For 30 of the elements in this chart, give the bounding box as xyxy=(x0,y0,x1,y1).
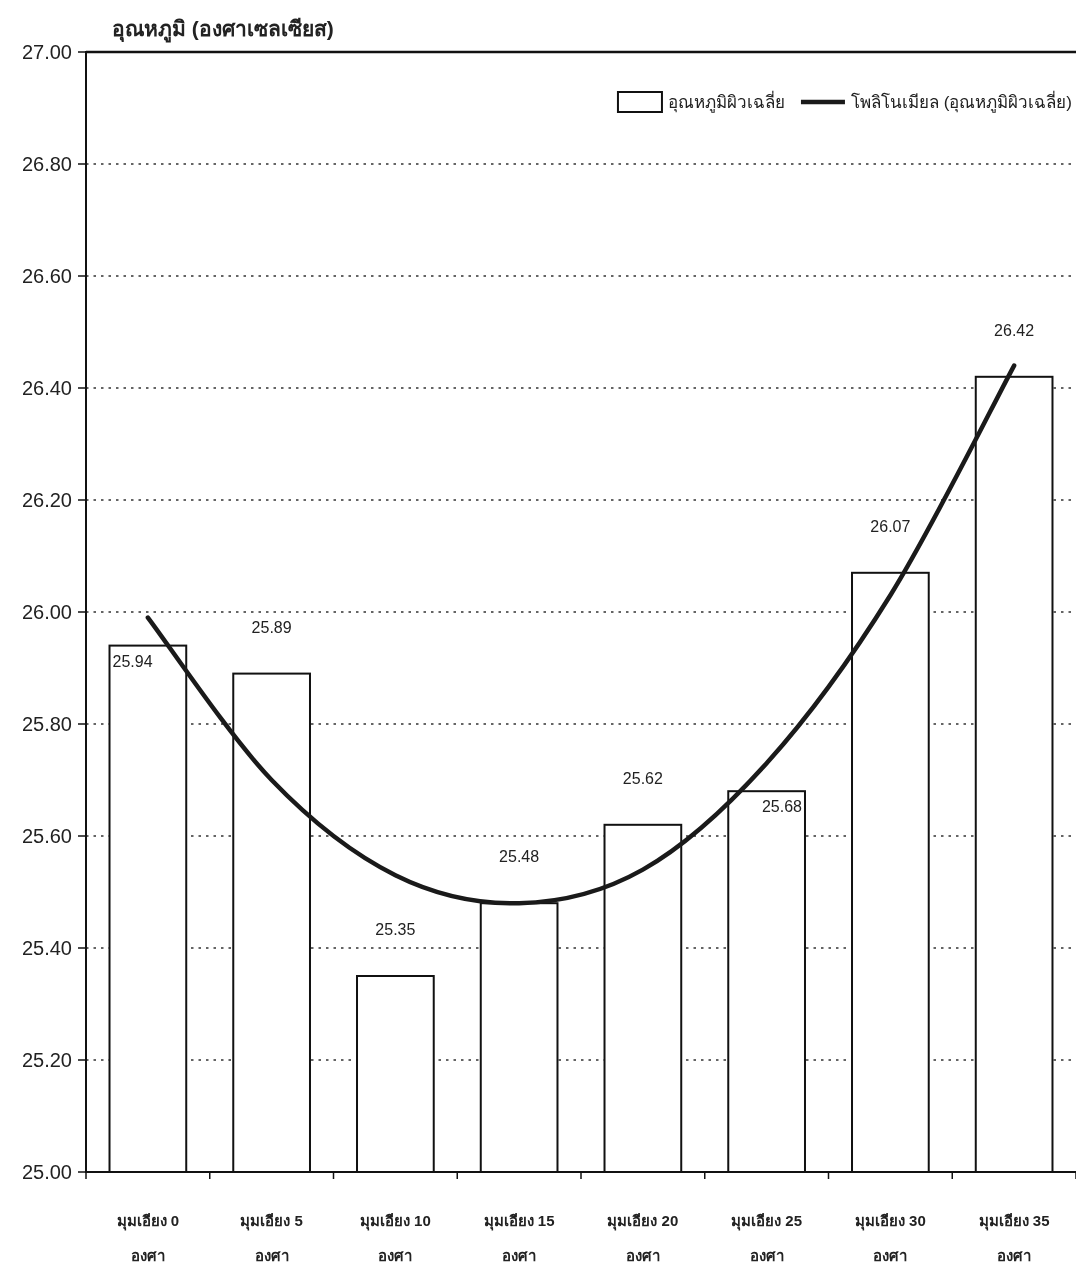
data-label: 25.89 xyxy=(251,618,292,636)
data-label: 25.62 xyxy=(622,769,663,787)
y-axis-title: อุณหภูมิ (องศาเซลเซียส) xyxy=(112,17,334,43)
data-label: 26.07 xyxy=(870,517,911,535)
y-tick-label: 26.00 xyxy=(21,601,72,623)
y-tick-label: 25.60 xyxy=(21,825,72,847)
legend-label: โพลิโนเมียล (อุณหภูมิผิวเฉลี่ย) xyxy=(850,90,1072,113)
y-tick-label: 25.80 xyxy=(21,713,72,735)
y-tick-label: 26.60 xyxy=(21,265,72,287)
data-label: 26.42 xyxy=(994,321,1035,339)
category-label: มุมเอียง 15 องศา xyxy=(483,1212,555,1264)
y-tick-label: 26.80 xyxy=(21,153,72,175)
y-tick-label: 25.20 xyxy=(21,1049,72,1071)
data-label: 25.68 xyxy=(761,798,803,816)
data-label: 25.48 xyxy=(499,848,540,866)
category-label: มุมเอียง 0 องศา xyxy=(116,1212,180,1264)
category-label: มุมเอียง 10 องศา xyxy=(359,1212,431,1264)
category-label: มุมเอียง 35 องศา xyxy=(978,1212,1050,1264)
category-label: มุมเอียง 20 องศา xyxy=(607,1212,679,1264)
y-tick-label: 26.40 xyxy=(21,377,72,399)
data-label: 25.35 xyxy=(375,921,416,938)
category-label: มุมเอียง 5 องศา xyxy=(240,1212,303,1264)
data-label: 25.94 xyxy=(112,652,153,670)
category-label: มุมเอียง 30 องศา xyxy=(854,1212,926,1264)
y-tick-label: 25.00 xyxy=(21,1161,72,1183)
category-label: มุมเอียง 25 องศา xyxy=(731,1212,803,1264)
legend-label: อุณหภูมิผิวเฉลี่ย xyxy=(667,90,785,113)
y-tick-label: 25.40 xyxy=(21,937,72,959)
y-tick-label: 27.00 xyxy=(21,41,72,63)
y-tick-label: 26.20 xyxy=(21,489,72,511)
